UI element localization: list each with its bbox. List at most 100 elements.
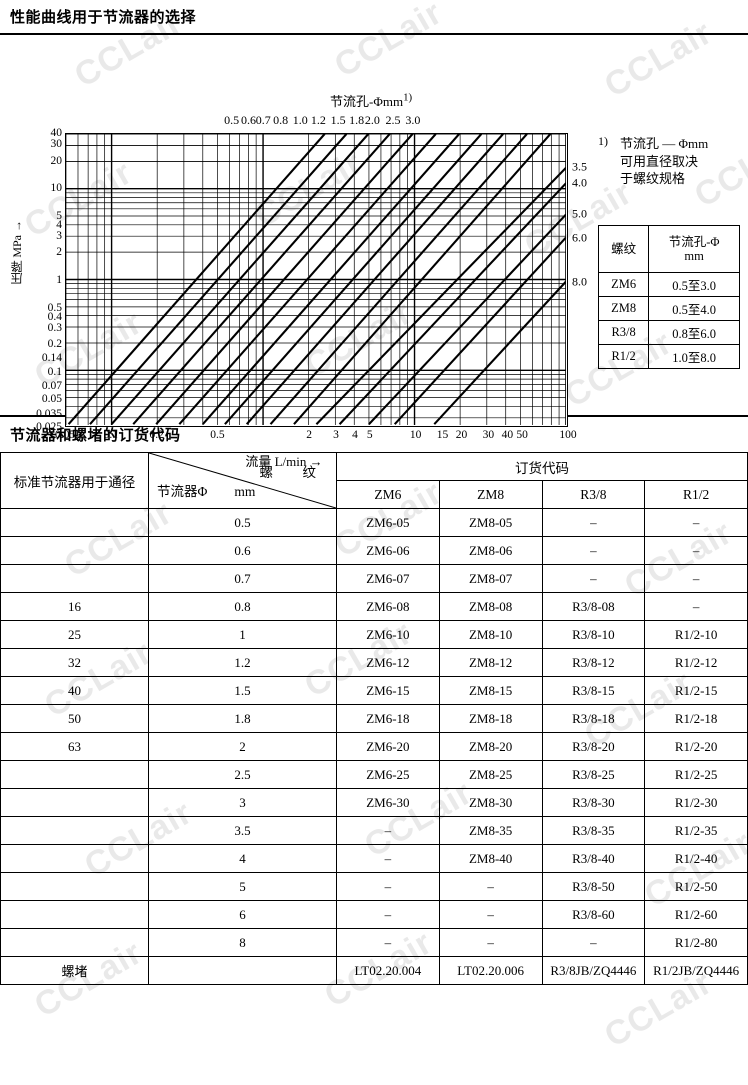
cell-r12: R1/2-20 (644, 732, 748, 761)
cell-orifice: 8 (148, 928, 337, 957)
cell-zm8: ZM8-10 (438, 620, 543, 649)
performance-curve (315, 167, 566, 425)
cell-zm6: ZM6-18 (336, 704, 440, 733)
cell-zm8: – (438, 872, 543, 901)
y-tick-label: 2 (56, 246, 62, 259)
cell-orifice: 1 (148, 620, 337, 649)
cell-r38: – (541, 536, 646, 565)
header-col-zm6: ZM6 (336, 480, 440, 509)
orifice-size-label: 0.7 (255, 113, 271, 127)
table-header-row: 标准节流器用于通径螺 纹节流器Φ mm 订货代码 (0, 452, 748, 509)
cell-bore (0, 928, 149, 957)
table-row: 32 1.2 ZM6-12 ZM8-12 R3/8-12 R1/2-12 (0, 648, 748, 677)
cell-orifice: 0.5 (148, 508, 337, 537)
cell-orifice: 2 (148, 732, 337, 761)
table-row: 2.5 ZM6-25 ZM8-25 R3/8-25 R1/2-25 (0, 760, 748, 789)
cell-zm8: – (438, 928, 543, 957)
note-line-3: 于螺纹规格 (620, 171, 686, 187)
orifice-size-label: 3.0 (405, 113, 421, 127)
table-row: 4– ZM8-40 R3/8-40 R1/2-40 (0, 844, 748, 873)
cell-orifice (148, 956, 337, 985)
cell-r38: R3/8-18 (541, 704, 646, 733)
table-row: 6– – R3/8-60 R1/2-60 (0, 900, 748, 929)
performance-curve (293, 134, 552, 425)
cell-r12: – (644, 536, 748, 565)
table-row: R3/8 0.8至6.0 (597, 320, 740, 345)
cell-zm8: ZM8-40 (438, 844, 543, 873)
diagonal-divider (149, 453, 336, 508)
cell-bore (0, 788, 149, 817)
cell-bore: 50 (0, 704, 149, 733)
footnote-marker: 1) (403, 91, 413, 104)
header-bore: 标准节流器用于通径 (0, 452, 149, 509)
order-code-table-body: 标准节流器用于通径螺 纹节流器Φ mm 订货代码 ZM6 ZM8 R3/8 R1/2 0.5… (0, 452, 748, 985)
header-thread-orifice: 螺 纹节流器Φ mm (148, 452, 337, 509)
cell-r12: R1/2-25 (644, 760, 748, 789)
cell-zm6: ZM6-08 (336, 592, 440, 621)
cell-bore (0, 872, 149, 901)
y-tick-label: 0.05 (41, 393, 62, 406)
orifice-size-label-right: 4.0 (572, 175, 587, 190)
orifice-size-label-right: 8.0 (572, 274, 587, 289)
cell-r12: – (644, 592, 748, 621)
cell-r12: R1/2-40 (644, 844, 748, 873)
cell-r12: R1/2-12 (644, 648, 748, 677)
x-tick-label: 3 (333, 429, 339, 441)
cell-zm8: ZM8-18 (438, 704, 543, 733)
cell-r38: – (541, 508, 646, 537)
y-tick-label: 0.5 (47, 301, 62, 314)
y-tick-label: 20 (50, 154, 63, 167)
performance-curve (224, 134, 483, 425)
header-order-code: 订货代码 (336, 452, 748, 481)
performance-curve (433, 280, 566, 425)
x-tick-label: 4 (352, 429, 358, 441)
y-tick-label: 0.025 (36, 421, 62, 433)
x-tick-label: 0.05 (54, 429, 76, 441)
mini-cell-thread: ZM8 (597, 296, 650, 321)
mini-cell-range: 1.0至8.0 (648, 344, 740, 369)
cell-r12: R1/2-15 (644, 676, 748, 705)
cell-zm6: ZM6-10 (336, 620, 440, 649)
x-tick-label: 15 (436, 429, 449, 441)
x-tick-label: 2 (306, 429, 312, 441)
cell-orifice: 0.8 (148, 592, 337, 621)
x-tick-label: 30 (482, 429, 495, 441)
chart-plot-area (65, 133, 568, 427)
cell-bore (0, 900, 149, 929)
table-row: 63 2 ZM6-20 ZM8-20 R3/8-20 R1/2-20 (0, 732, 748, 761)
y-tick-label: 0.4 (47, 310, 62, 323)
cell-orifice: 0.7 (148, 564, 337, 593)
cell-orifice: 1.2 (148, 648, 337, 677)
table-row: 25 1 ZM6-10 ZM8-10 R3/8-10 R1/2-10 (0, 620, 748, 649)
y-tick-label: 1 (56, 274, 62, 286)
performance-curve (67, 134, 326, 425)
y-tick-label: 0.2 (47, 338, 62, 351)
cell-orifice: 5 (148, 872, 337, 901)
performance-curve (110, 134, 370, 425)
note-marker: 1) (598, 134, 608, 148)
chart-x-tick-labels: 0.05 0.1 0.2 0.5 2 3 4 5 10 15 20 30 40 50 100 (55, 429, 577, 449)
cell-zm6: ZM6-20 (336, 732, 440, 761)
cell-r38: – (541, 928, 646, 957)
cell-zm6: LT02.20.004 (336, 956, 440, 985)
header-col-r1-2: R1/2 (644, 480, 748, 509)
chart-section-title: 性能曲线用于节流器的选择 (10, 9, 197, 26)
cell-r38: R3/8-40 (541, 844, 646, 873)
cell-bore (0, 536, 149, 565)
table-row: 50 1.8 ZM6-18 ZM8-18 R3/8-18 R1/2-18 (0, 704, 748, 733)
cell-r38: R3/8-15 (541, 676, 646, 705)
table-row: 40 1.5 ZM6-15 ZM8-15 R3/8-15 R1/2-15 (0, 676, 748, 705)
cell-zm6: ZM6-05 (336, 508, 440, 537)
y-tick-label: 3 (56, 230, 62, 243)
mini-cell-thread: R1/2 (597, 344, 650, 369)
x-tick-label: 0.1 (103, 429, 119, 441)
orifice-size-label-right: 3.5 (572, 159, 587, 174)
y-tick-label: 0.3 (47, 321, 62, 334)
performance-curve (393, 236, 566, 425)
orifice-size-label: 1.0 (292, 113, 308, 127)
x-tick-label: 5 (366, 429, 373, 441)
cell-r12: – (644, 508, 748, 537)
cell-zm6: – (336, 816, 440, 845)
x-tick-label: 20 (455, 429, 468, 441)
cell-r12: R1/2-60 (644, 900, 748, 929)
